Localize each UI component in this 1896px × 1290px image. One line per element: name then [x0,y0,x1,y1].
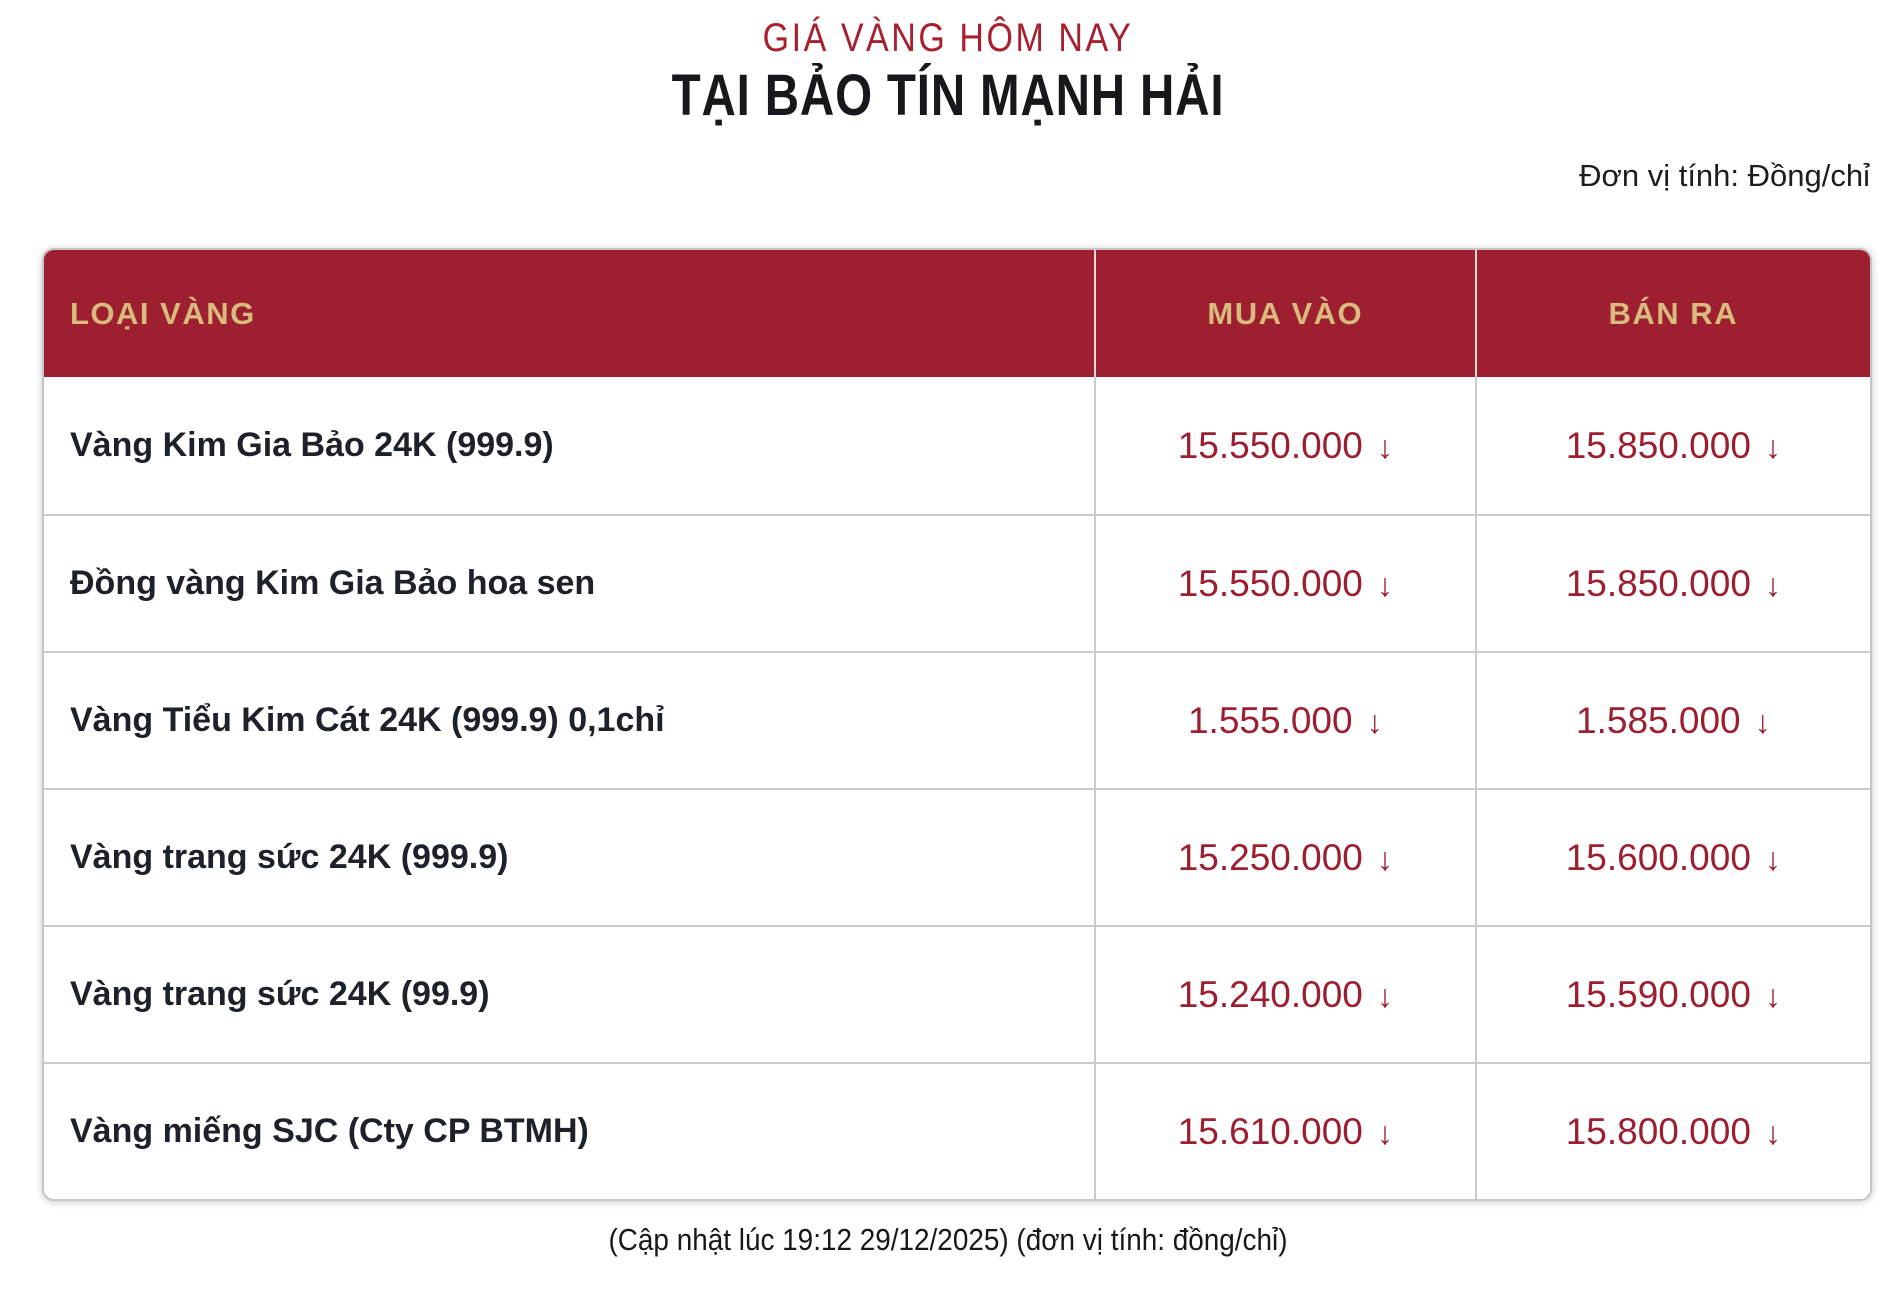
buy-price-value: 1.555.000 [1187,699,1353,741]
down-arrow-icon: ↓ [1764,841,1781,877]
down-arrow-icon: ↓ [1376,978,1393,1014]
page-subtitle: GIÁ VÀNG HÔM NAY [762,16,1134,60]
column-header-sell: BÁN RA [1474,250,1870,377]
buy-price-value: 15.610.000 [1177,1110,1363,1152]
sell-price-value: 15.850.000 [1565,424,1751,466]
gold-type-cell: Vàng miếng SJC (Cty CP BTMH) [70,1112,589,1150]
sell-price-cell: 15.800.000 ↓ [1474,1064,1870,1199]
page-title: TẠI BẢO TÍN MẠNH HẢI [671,63,1225,128]
sell-price-value: 15.800.000 [1565,1110,1751,1152]
gold-type-cell: Vàng Tiểu Kim Cát 24K (999.9) 0,1chỉ [70,701,665,739]
down-arrow-icon: ↓ [1764,1115,1781,1151]
unit-note: Đơn vị tính: Đồng/chỉ [1579,158,1870,193]
table-row: Vàng miếng SJC (Cty CP BTMH) 15.610.000 … [44,1062,1870,1199]
update-timestamp-note: (Cập nhật lúc 19:12 29/12/2025) (đơn vị … [608,1222,1288,1257]
buy-price-cell: 15.610.000 ↓ [1093,1064,1475,1199]
down-arrow-icon: ↓ [1376,567,1393,603]
sell-price-value: 15.850.000 [1565,562,1751,604]
down-arrow-icon: ↓ [1366,704,1383,740]
sell-price-cell: 15.590.000 ↓ [1474,927,1870,1062]
sell-price-value: 15.590.000 [1565,973,1751,1015]
buy-price-value: 15.240.000 [1177,973,1363,1015]
buy-price-cell: 15.240.000 ↓ [1093,927,1475,1062]
table-row: Vàng trang sức 24K (999.9) 15.250.000 ↓ … [44,788,1870,925]
buy-price-cell: 1.555.000 ↓ [1093,653,1475,788]
down-arrow-icon: ↓ [1376,1115,1393,1151]
gold-type-cell: Đồng vàng Kim Gia Bảo hoa sen [70,564,596,602]
sell-price-cell: 1.585.000 ↓ [1474,653,1870,788]
buy-price-value: 15.250.000 [1177,836,1363,878]
down-arrow-icon: ↓ [1376,429,1393,465]
buy-price-value: 15.550.000 [1177,562,1363,604]
down-arrow-icon: ↓ [1764,567,1781,603]
down-arrow-icon: ↓ [1376,841,1393,877]
column-header-gold-type: LOẠI VÀNG [70,295,256,331]
sell-price-cell: 15.850.000 ↓ [1474,516,1870,651]
column-header-buy: MUA VÀO [1093,250,1475,377]
table-header-row: LOẠI VÀNG MUA VÀO BÁN RA [44,250,1870,377]
buy-price-value: 15.550.000 [1177,424,1363,466]
sell-price-cell: 15.600.000 ↓ [1474,790,1870,925]
table-row: Vàng Tiểu Kim Cát 24K (999.9) 0,1chỉ 1.5… [44,651,1870,788]
table-row: Đồng vàng Kim Gia Bảo hoa sen 15.550.000… [44,514,1870,651]
buy-price-cell: 15.550.000 ↓ [1093,377,1475,514]
buy-price-cell: 15.250.000 ↓ [1093,790,1475,925]
table-row: Vàng trang sức 24K (99.9) 15.240.000 ↓ 1… [44,925,1870,1062]
gold-type-cell: Vàng Kim Gia Bảo 24K (999.9) [70,426,554,464]
gold-type-cell: Vàng trang sức 24K (99.9) [70,975,490,1013]
sell-price-cell: 15.850.000 ↓ [1474,377,1870,514]
buy-price-cell: 15.550.000 ↓ [1093,516,1475,651]
sell-price-value: 15.600.000 [1565,836,1751,878]
gold-price-table: LOẠI VÀNG MUA VÀO BÁN RA Vàng Kim Gia Bả… [42,248,1872,1201]
sell-price-value: 1.585.000 [1576,699,1741,741]
down-arrow-icon: ↓ [1764,429,1781,465]
table-row: Vàng Kim Gia Bảo 24K (999.9) 15.550.000 … [44,377,1870,514]
down-arrow-icon: ↓ [1764,978,1781,1014]
gold-type-cell: Vàng trang sức 24K (999.9) [70,838,509,876]
down-arrow-icon: ↓ [1754,704,1771,740]
